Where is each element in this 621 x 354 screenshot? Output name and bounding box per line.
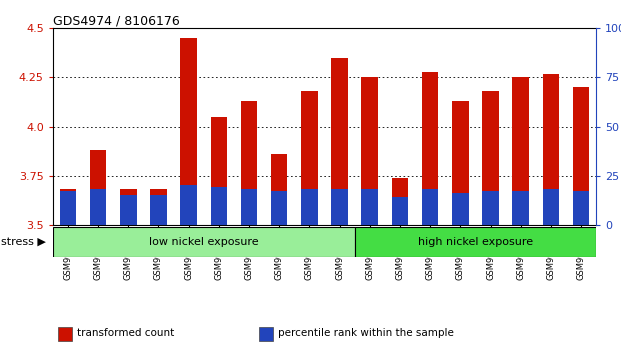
- Text: stress ▶: stress ▶: [1, 236, 46, 247]
- Bar: [392, 178, 408, 225]
- Bar: [512, 192, 529, 225]
- Bar: [150, 189, 167, 225]
- Bar: [543, 74, 559, 225]
- Bar: [180, 185, 197, 225]
- Bar: [452, 193, 469, 225]
- Bar: [301, 189, 318, 225]
- Bar: [271, 192, 288, 225]
- Bar: [120, 195, 137, 225]
- Bar: [90, 189, 106, 225]
- Bar: [260, 326, 273, 341]
- Text: low nickel exposure: low nickel exposure: [149, 236, 258, 247]
- Bar: [211, 188, 227, 225]
- Bar: [301, 91, 318, 225]
- Bar: [331, 58, 348, 225]
- Bar: [573, 192, 589, 225]
- Bar: [211, 117, 227, 225]
- Bar: [271, 154, 288, 225]
- Bar: [512, 78, 529, 225]
- Bar: [331, 189, 348, 225]
- Bar: [452, 101, 469, 225]
- Text: transformed count: transformed count: [77, 328, 175, 338]
- Text: percentile rank within the sample: percentile rank within the sample: [278, 328, 454, 338]
- Bar: [573, 87, 589, 225]
- Bar: [482, 91, 499, 225]
- Bar: [422, 189, 438, 225]
- Bar: [60, 189, 76, 225]
- Text: high nickel exposure: high nickel exposure: [418, 236, 533, 247]
- Bar: [120, 189, 137, 225]
- Bar: [60, 192, 76, 225]
- Bar: [58, 326, 72, 341]
- Text: GDS4974 / 8106176: GDS4974 / 8106176: [53, 14, 179, 27]
- Bar: [150, 195, 167, 225]
- Bar: [90, 150, 106, 225]
- Bar: [53, 227, 355, 257]
- Bar: [361, 78, 378, 225]
- Bar: [422, 72, 438, 225]
- Bar: [355, 227, 596, 257]
- Bar: [241, 189, 257, 225]
- Bar: [482, 192, 499, 225]
- Bar: [543, 189, 559, 225]
- Bar: [392, 197, 408, 225]
- Bar: [180, 38, 197, 225]
- Bar: [241, 101, 257, 225]
- Bar: [361, 189, 378, 225]
